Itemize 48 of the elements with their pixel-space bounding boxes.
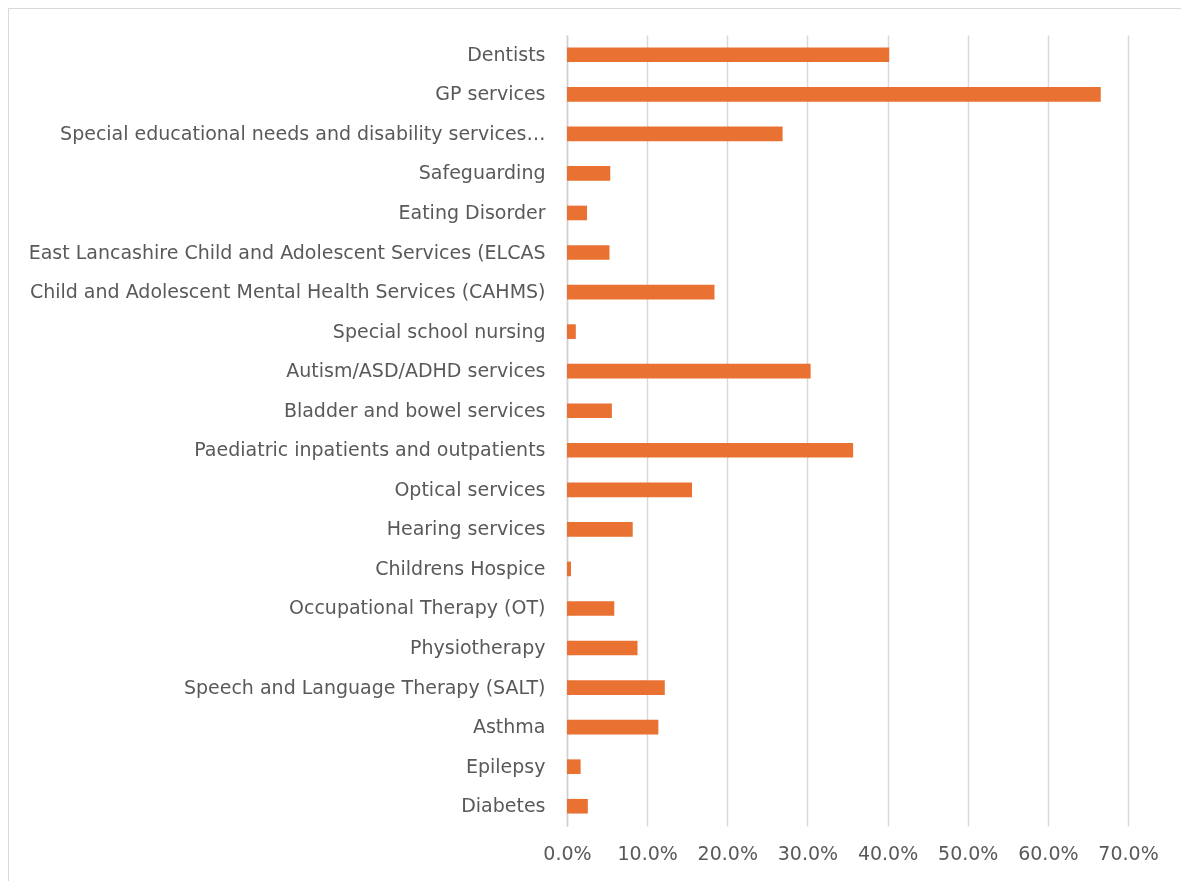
y-tick-label: Paediatric inpatients and outpatients	[194, 438, 546, 461]
bar	[567, 166, 611, 181]
x-tick-label: 50.0%	[938, 841, 999, 864]
y-tick-label: Asthma	[472, 715, 546, 738]
y-tick-label: GP services	[435, 82, 546, 105]
x-tick-label: 10.0%	[617, 841, 678, 864]
bar	[567, 87, 1101, 102]
y-tick-label: Safeguarding	[418, 161, 546, 184]
bar	[567, 561, 572, 577]
y-tick-label: Diabetes	[461, 794, 546, 817]
y-tick-label: Dentists	[467, 42, 546, 65]
y-tick-label: Physiotherapy	[410, 636, 546, 659]
y-tick-label: Epilepsy	[465, 754, 546, 777]
bar	[567, 522, 633, 537]
bar	[567, 324, 576, 339]
y-tick-label: Childrens Hospice	[375, 556, 546, 579]
bar	[567, 47, 890, 63]
bar	[567, 205, 588, 221]
x-tick-label: 60.0%	[1018, 841, 1079, 864]
x-tick-label: 0.0%	[543, 841, 592, 864]
y-tick-label: Special educational needs and disability services…	[60, 121, 546, 144]
bar	[567, 126, 783, 142]
y-tick-label: Hearing services	[386, 517, 546, 540]
bar	[567, 284, 715, 300]
bar	[567, 482, 693, 498]
bar	[567, 759, 581, 774]
bar	[567, 363, 811, 379]
y-tick-label: Speech and Language Therapy (SALT)	[183, 675, 546, 698]
y-tick-label: Special school nursing	[332, 319, 546, 342]
bar	[567, 442, 854, 458]
y-tick-label: East Lancashire Child and Adolescent Services (ELCAS	[28, 240, 546, 263]
y-tick-label: Bladder and bowel services	[283, 398, 546, 421]
bar	[567, 245, 610, 260]
bar	[567, 719, 659, 735]
y-tick-label: Occupational Therapy (OT)	[289, 596, 546, 619]
x-tick-label: 70.0%	[1098, 841, 1159, 864]
y-tick-label: Child and Adolescent Mental Health Services (CAHMS)	[29, 280, 546, 303]
x-tick-label: 40.0%	[857, 841, 919, 864]
x-tick-label: 20.0%	[697, 841, 758, 864]
bar	[567, 601, 615, 616]
bar	[567, 680, 665, 695]
bar	[567, 798, 588, 814]
x-tick-label: 30.0%	[777, 841, 839, 864]
y-tick-label: Autism/ASD/ADHD services	[286, 359, 546, 382]
y-tick-label: Optical services	[394, 477, 546, 500]
bar	[567, 403, 612, 419]
bar	[567, 640, 638, 656]
y-tick-label: Eating Disorder	[398, 200, 546, 223]
